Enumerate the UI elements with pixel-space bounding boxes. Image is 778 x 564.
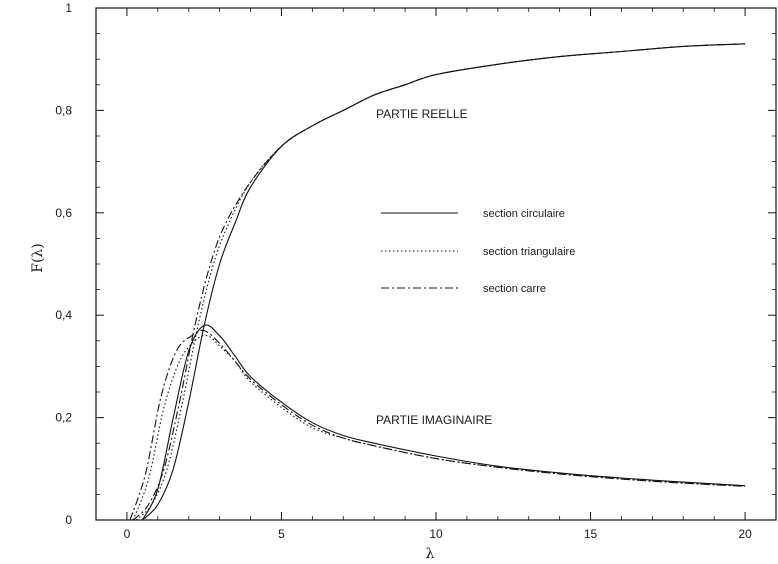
y-tick-label: 0,8 <box>55 103 72 117</box>
series-imaginary-solid <box>141 324 746 521</box>
y-tick-label: 1 <box>65 1 72 15</box>
legend-label-circulaire: section circulaire <box>483 208 565 220</box>
annotation-partie-imaginaire: PARTIE IMAGINAIRE <box>376 413 492 427</box>
x-tick-label: 10 <box>429 527 443 541</box>
legend: section circulaire section triangulaire … <box>381 208 575 295</box>
x-tick-label: 15 <box>584 527 598 541</box>
series-real-dashdot <box>132 43 746 521</box>
x-tick-label: 20 <box>738 527 752 541</box>
x-tick-label: 0 <box>124 527 131 541</box>
series-imaginary-dotted <box>132 334 746 521</box>
series-layer <box>129 43 746 521</box>
plot-frame <box>95 7 777 521</box>
tick-labels: 0 5 10 15 20 0 0,2 0,4 0,6 0,8 1 <box>55 1 752 541</box>
y-axis-title: F(λ) <box>30 243 46 273</box>
legend-label-carre: section carre <box>483 283 546 295</box>
y-tick-label: 0,6 <box>55 206 72 220</box>
legend-label-triangulaire: section triangulaire <box>483 246 575 258</box>
x-axis-title: λ <box>426 546 435 562</box>
series-imaginary-dashdot <box>129 329 746 521</box>
tick-marks <box>95 7 777 521</box>
y-tick-label: 0,2 <box>55 411 72 425</box>
annotation-partie-reelle: PARTIE REELLE <box>376 107 468 121</box>
x-tick-label: 5 <box>278 527 285 541</box>
y-tick-label: 0 <box>65 513 72 527</box>
y-tick-label: 0,4 <box>55 308 72 322</box>
